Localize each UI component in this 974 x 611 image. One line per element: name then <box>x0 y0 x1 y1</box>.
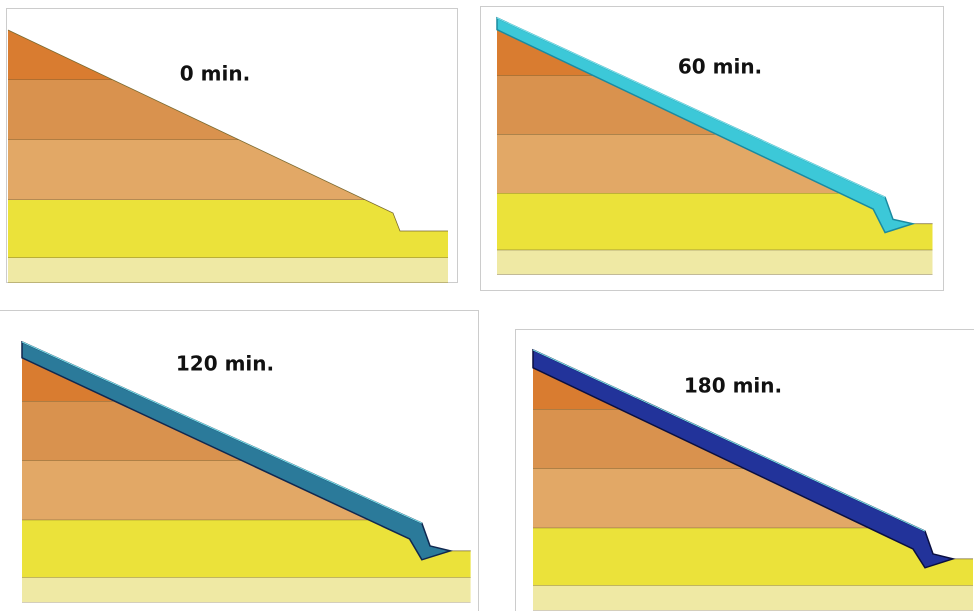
soil-layer <box>533 586 973 611</box>
panel-label: 180 min. <box>684 374 782 398</box>
soil-layer <box>22 461 471 520</box>
soil-layer <box>22 578 471 603</box>
figure: 0 min. 60 min. 120 min. 180 min. <box>0 0 974 611</box>
panel-label: 120 min. <box>176 352 274 376</box>
panel-label: 60 min. <box>678 55 762 79</box>
panel <box>22 340 471 602</box>
soil-layer <box>8 140 448 200</box>
soil-layer <box>533 469 973 528</box>
soil-layer <box>497 250 933 275</box>
soil-layer <box>8 258 448 283</box>
soil-layer <box>8 200 448 258</box>
panel-label: 0 min. <box>180 62 250 86</box>
soil-layers <box>8 18 448 283</box>
soil-layer <box>8 80 448 140</box>
soil-layer <box>497 135 933 194</box>
panel <box>8 18 448 283</box>
